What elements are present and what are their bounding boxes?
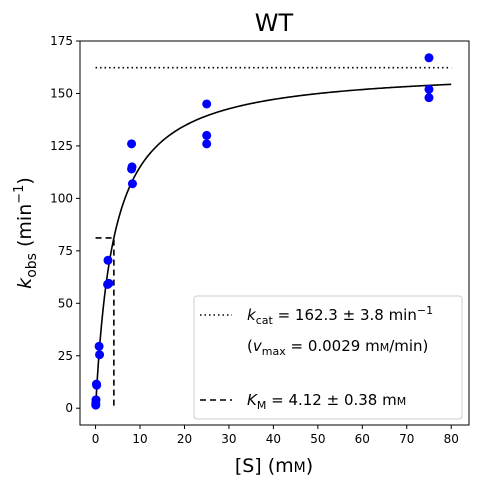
x-axis-ticks: 0 10 20 30 40 50 60 70 80 (92, 425, 459, 446)
x-tick-label: 80 (444, 432, 459, 446)
chart-title: WT (255, 9, 294, 37)
data-point (424, 84, 434, 94)
data-point (94, 341, 104, 351)
x-tick-label: 40 (266, 432, 281, 446)
data-point (202, 130, 212, 140)
legend-box (193, 295, 463, 420)
data-point (92, 380, 102, 390)
x-tick-label: 20 (177, 432, 192, 446)
x-axis-label: [S] (mM) (235, 455, 313, 477)
y-tick-label: 175 (50, 34, 73, 48)
plot-area: 0 10 20 30 40 50 60 70 80 0 25 50 75 100 125 150 175 (50, 34, 470, 446)
legend-vmax-label: (vmax = 0.0029 mM/min) (247, 337, 428, 358)
data-point (104, 278, 114, 288)
y-tick-label: 50 (58, 296, 73, 310)
data-point (424, 53, 434, 63)
data-point (127, 164, 137, 174)
legend: kcat = 162.3 ± 3.8 min−1 (vmax = 0.0029 … (193, 295, 463, 420)
y-tick-label: 25 (58, 349, 73, 363)
fit-curve (94, 83, 452, 409)
x-tick-label: 70 (399, 432, 414, 446)
y-tick-label: 0 (65, 401, 73, 415)
data-point (91, 395, 101, 405)
data-points (91, 53, 434, 410)
x-tick-label: 10 (132, 432, 147, 446)
y-tick-label: 100 (50, 191, 73, 205)
data-point (95, 350, 105, 360)
data-point (202, 99, 212, 109)
data-point (424, 93, 434, 103)
legend-km-label: KM = 4.12 ± 0.38 mM (247, 391, 406, 412)
data-point (127, 139, 137, 149)
data-point (127, 179, 137, 189)
x-tick-label: 50 (310, 432, 325, 446)
data-point (103, 255, 113, 265)
x-tick-label: 0 (92, 432, 100, 446)
data-point (202, 139, 212, 149)
y-axis-ticks: 0 25 50 75 100 125 150 175 (50, 34, 80, 415)
reference-lines (95, 66, 452, 409)
y-axis-label: kobs (min−1) (12, 177, 40, 289)
legend-kcat-label: kcat = 162.3 ± 3.8 min−1 (247, 304, 433, 327)
plot-frame (79, 40, 470, 426)
y-tick-label: 150 (50, 86, 73, 100)
y-tick-label: 125 (50, 139, 73, 153)
km-line (95, 237, 115, 409)
x-tick-label: 30 (221, 432, 236, 446)
x-tick-label: 60 (355, 432, 370, 446)
y-tick-label: 75 (58, 244, 73, 258)
